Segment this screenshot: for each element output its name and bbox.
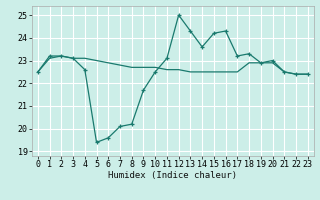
X-axis label: Humidex (Indice chaleur): Humidex (Indice chaleur)	[108, 171, 237, 180]
